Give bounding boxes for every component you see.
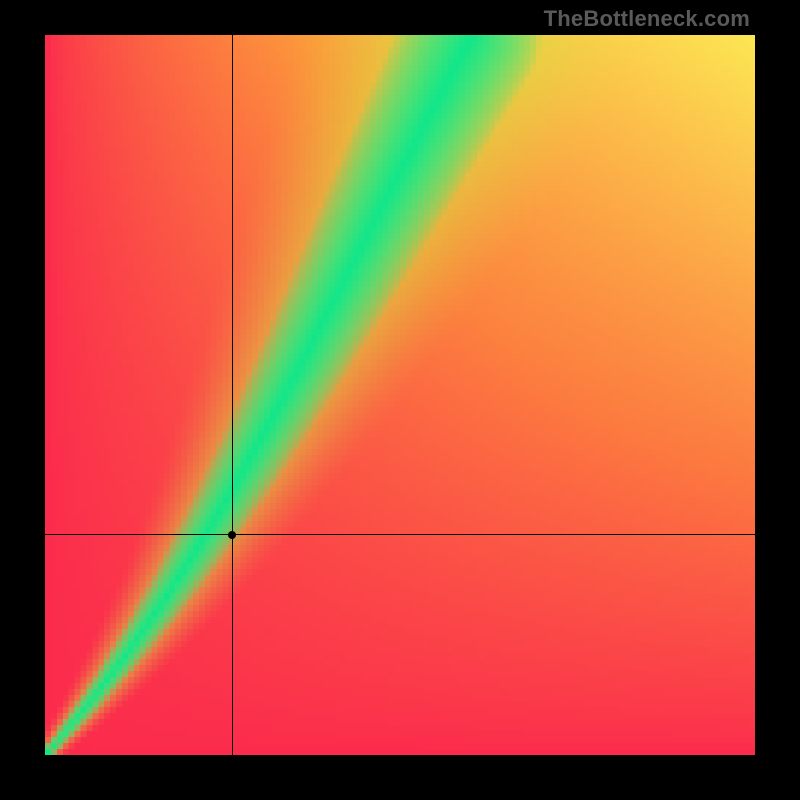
watermark-text: TheBottleneck.com	[544, 6, 750, 32]
heatmap-canvas	[45, 35, 755, 755]
